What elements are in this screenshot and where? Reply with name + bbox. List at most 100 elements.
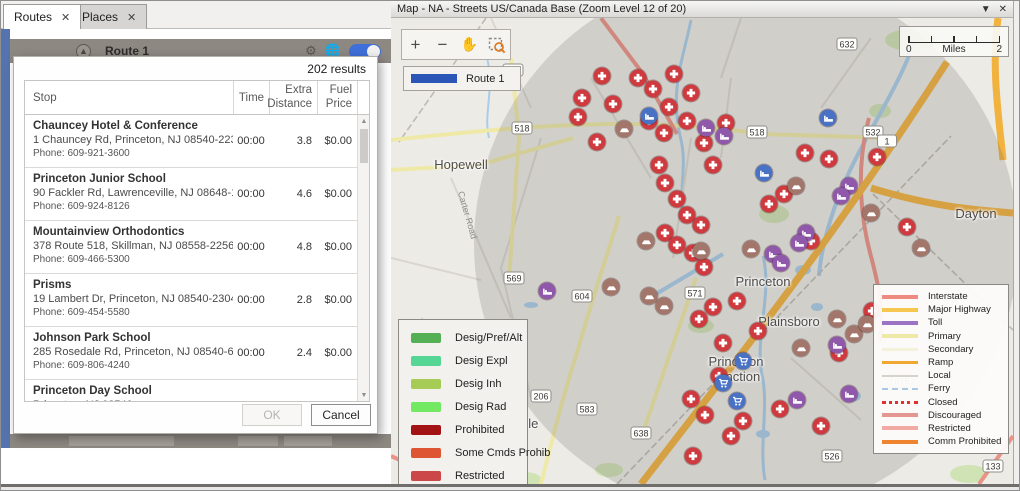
medical-poi-marker[interactable] [656,125,673,142]
medical-poi-marker[interactable] [729,293,746,310]
rest-area-poi-marker[interactable] [693,243,710,260]
lodging-purple-poi-marker[interactable] [698,120,715,137]
rest-area-poi-marker[interactable] [603,279,620,296]
rest-area-poi-marker[interactable] [913,240,930,257]
table-scrollbar[interactable]: ▲ ▼ [357,115,369,401]
tab-routes[interactable]: Routes ✕ [3,4,81,29]
table-row[interactable]: Princeton Junior School90 Fackler Rd, La… [25,168,357,221]
medical-poi-marker[interactable] [813,418,830,435]
lodging-purple-poi-marker[interactable] [773,255,790,272]
medical-poi-marker[interactable] [685,448,702,465]
rest-area-poi-marker[interactable] [656,298,673,315]
shopping-poi-marker[interactable] [735,353,752,370]
legend-color-swatch [411,356,441,366]
lodging-purple-poi-marker[interactable] [789,392,806,409]
scroll-down-icon[interactable]: ▼ [358,389,369,401]
stop-name: Prisms [33,279,229,291]
medical-poi-marker[interactable] [669,237,686,254]
column-header-time[interactable]: Time [233,81,269,114]
lodging-blue-poi-marker[interactable] [756,165,773,182]
medical-poi-marker[interactable] [693,217,710,234]
ok-button[interactable]: OK [242,404,302,426]
medical-poi-marker[interactable] [574,90,591,107]
close-icon[interactable]: ✕ [127,11,136,24]
medical-poi-marker[interactable] [666,66,683,83]
rest-area-poi-marker[interactable] [638,233,655,250]
table-row[interactable]: Princeton Day SchoolPrinceton, NJ 085400… [25,380,357,401]
medical-poi-marker[interactable] [605,96,622,113]
medical-poi-marker[interactable] [683,391,700,408]
medical-poi-marker[interactable] [679,113,696,130]
lodging-purple-poi-marker[interactable] [829,337,846,354]
medical-poi-marker[interactable] [661,99,678,116]
rest-area-poi-marker[interactable] [743,241,760,258]
medical-poi-marker[interactable] [696,135,713,152]
rest-area-poi-marker[interactable] [641,288,658,305]
medical-poi-marker[interactable] [715,335,732,352]
stop-address: Princeton, NJ 08540 [33,399,229,401]
close-icon[interactable]: ✕ [61,11,70,24]
rest-area-poi-marker[interactable] [616,121,633,138]
medical-poi-marker[interactable] [691,311,708,328]
zoom-in-button[interactable]: + [404,33,428,57]
medical-poi-marker[interactable] [657,175,674,192]
lodging-purple-poi-marker[interactable] [833,188,850,205]
stop-phone: Phone: 609-806-4240 [33,360,229,371]
medical-poi-marker[interactable] [869,149,886,166]
medical-poi-marker[interactable] [589,134,606,151]
medical-poi-marker[interactable] [899,219,916,236]
lodging-purple-poi-marker[interactable] [791,235,808,252]
column-header-stop[interactable]: Stop [25,81,233,114]
medical-poi-marker[interactable] [697,407,714,424]
medical-poi-marker[interactable] [570,109,587,126]
medical-poi-marker[interactable] [651,157,668,174]
zoom-selection-icon[interactable] [485,33,509,57]
lodging-blue-poi-marker[interactable] [820,110,837,127]
medical-poi-marker[interactable] [645,81,662,98]
column-header-extra-distance[interactable]: Extra Distance [269,81,317,114]
scrollbar-thumb[interactable] [360,129,368,163]
table-row[interactable]: Chauncey Hotel & Conference1 Chauncey Rd… [25,115,357,168]
rest-area-poi-marker[interactable] [793,340,810,357]
lodging-purple-poi-marker[interactable] [539,283,556,300]
tab-places[interactable]: Places ✕ [71,4,147,29]
lodging-purple-poi-marker[interactable] [841,386,858,403]
scroll-up-icon[interactable]: ▲ [358,115,369,127]
shopping-poi-marker[interactable] [729,393,746,410]
medical-poi-marker[interactable] [761,196,778,213]
medical-poi-marker[interactable] [630,70,647,87]
map-dropdown-icon[interactable]: ▼ [981,4,991,15]
tab-places-label: Places [82,10,118,24]
legend-item-label: Comm Prohibited [928,436,1001,447]
map-canvas[interactable]: HopewellDaytonPlainsboroPrinceton Juncti… [391,18,1013,484]
cancel-button[interactable]: Cancel [311,404,371,426]
medical-poi-marker[interactable] [705,299,722,316]
medical-poi-marker[interactable] [723,428,740,445]
scale-end: 2 [996,44,1002,55]
legend-line-swatch [882,321,918,325]
zoom-out-button[interactable]: − [431,33,455,57]
medical-poi-marker[interactable] [696,259,713,276]
lodging-purple-poi-marker[interactable] [716,128,733,145]
medical-poi-marker[interactable] [772,401,789,418]
medical-poi-marker[interactable] [735,413,752,430]
table-row[interactable]: Johnson Park School285 Rosedale Rd, Prin… [25,327,357,380]
table-row[interactable]: Prisms19 Lambert Dr, Princeton, NJ 08540… [25,274,357,327]
route-shield: 604 [571,290,592,303]
lodging-blue-poi-marker[interactable] [641,108,658,125]
column-header-fuel-price[interactable]: Fuel Price [317,81,357,114]
medical-poi-marker[interactable] [750,323,767,340]
medical-poi-marker[interactable] [594,68,611,85]
medical-poi-marker[interactable] [669,191,686,208]
table-row[interactable]: Mountainview Orthodontics378 Route 518, … [25,221,357,274]
medical-poi-marker[interactable] [821,151,838,168]
map-close-icon[interactable]: ✕ [999,4,1007,15]
rest-area-poi-marker[interactable] [829,311,846,328]
shopping-poi-marker[interactable] [715,375,732,392]
rest-area-poi-marker[interactable] [788,178,805,195]
medical-poi-marker[interactable] [797,145,814,162]
medical-poi-marker[interactable] [705,157,722,174]
pan-hand-icon[interactable]: ✋ [458,33,482,57]
medical-poi-marker[interactable] [683,85,700,102]
rest-area-poi-marker[interactable] [863,205,880,222]
